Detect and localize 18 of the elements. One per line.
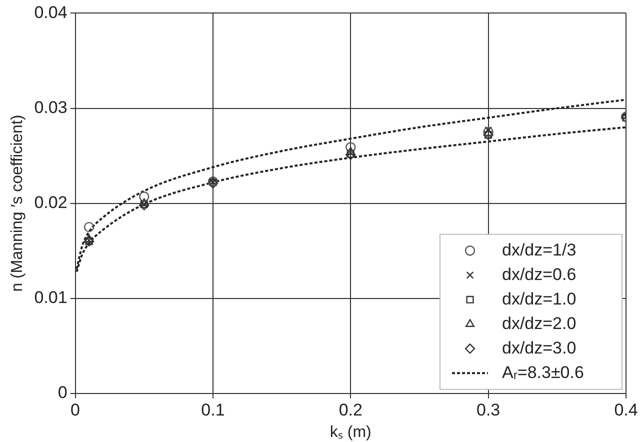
y-tick-label: 0.03 [34, 98, 68, 117]
legend-label: dx/dz=1/3 [502, 240, 576, 260]
legend-label: Aᵣ=8.3±0.6 [502, 362, 584, 382]
legend-label: dx/dz=2.0 [502, 314, 576, 333]
x-tick-label: 0.3 [476, 400, 500, 420]
x-tick-label: 0.1 [201, 400, 225, 420]
y-tick-label: 0.01 [34, 288, 68, 308]
x-tick-label: 0 [70, 400, 80, 420]
legend-label: dx/dz=3.0 [502, 338, 576, 358]
x-axis-title: kₛ (m) [330, 424, 372, 441]
y-axis-title: n (Manning ′s coefficient) [9, 114, 26, 292]
x-tick-label: 0.4 [614, 400, 638, 420]
y-tick-label: 0.02 [34, 192, 68, 212]
x-tick-label: 0.2 [338, 400, 362, 420]
legend-label: dx/dz=0.6 [502, 264, 576, 284]
legend-label: dx/dz=1.0 [502, 289, 576, 308]
y-tick-label: 0 [58, 383, 68, 402]
y-tick-label: 0.04 [34, 2, 68, 22]
